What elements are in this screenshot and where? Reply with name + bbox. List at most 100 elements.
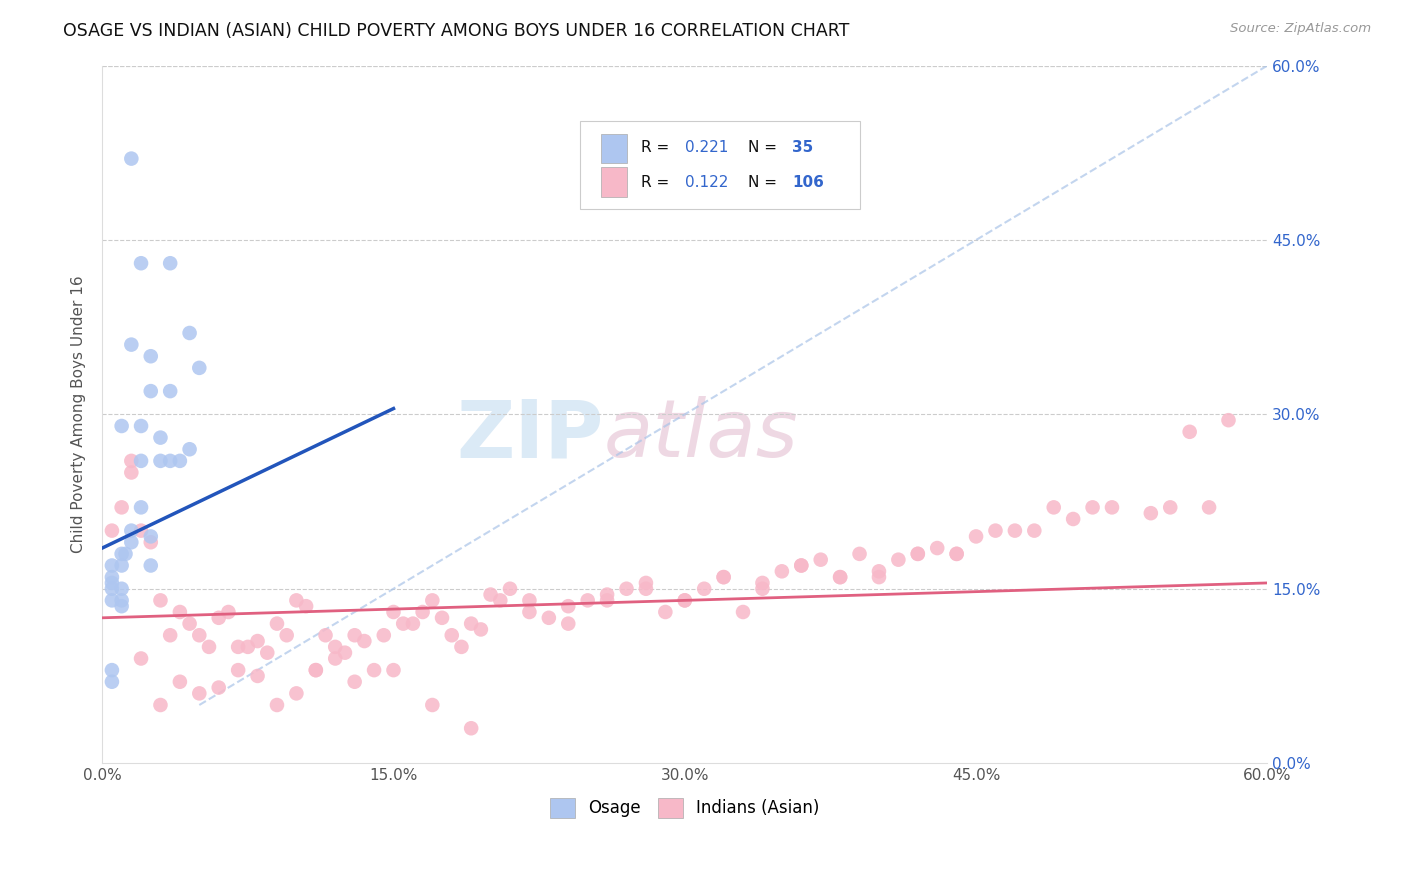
Text: 106: 106 bbox=[792, 175, 824, 190]
Point bbox=[945, 547, 967, 561]
Point bbox=[101, 593, 124, 607]
Point bbox=[111, 500, 134, 515]
Text: Source: ZipAtlas.com: Source: ZipAtlas.com bbox=[1230, 22, 1371, 36]
Point bbox=[830, 570, 852, 584]
Bar bbox=[600, 168, 627, 197]
Point bbox=[226, 663, 249, 677]
Point bbox=[169, 605, 191, 619]
Point bbox=[111, 582, 134, 596]
Bar bbox=[600, 134, 627, 163]
Point bbox=[430, 611, 453, 625]
Point bbox=[1004, 524, 1026, 538]
Point bbox=[323, 640, 346, 654]
Point bbox=[848, 547, 870, 561]
Point bbox=[713, 570, 735, 584]
Point bbox=[188, 686, 211, 700]
Point bbox=[101, 674, 124, 689]
Point bbox=[149, 593, 172, 607]
Point bbox=[420, 698, 443, 712]
Point bbox=[810, 552, 832, 566]
Point bbox=[129, 454, 152, 468]
Text: 0.221: 0.221 bbox=[685, 140, 728, 155]
Point bbox=[333, 646, 356, 660]
Point bbox=[188, 628, 211, 642]
Point bbox=[120, 454, 142, 468]
Point bbox=[1042, 500, 1064, 515]
Point bbox=[654, 605, 676, 619]
Point bbox=[169, 454, 191, 468]
Point bbox=[673, 593, 696, 607]
Point bbox=[373, 628, 395, 642]
Point bbox=[751, 576, 773, 591]
Point bbox=[139, 529, 162, 543]
Point bbox=[305, 663, 328, 677]
Point bbox=[470, 623, 492, 637]
Point bbox=[868, 570, 890, 584]
Point bbox=[887, 552, 910, 566]
Point bbox=[693, 582, 716, 596]
Point bbox=[198, 640, 221, 654]
Point bbox=[101, 524, 124, 538]
Point bbox=[363, 663, 385, 677]
Point bbox=[111, 593, 134, 607]
Point bbox=[1024, 524, 1046, 538]
Point bbox=[179, 616, 201, 631]
Point bbox=[129, 524, 152, 538]
Point bbox=[1062, 512, 1084, 526]
Point bbox=[751, 582, 773, 596]
Point bbox=[402, 616, 425, 631]
Point bbox=[868, 564, 890, 578]
Point bbox=[634, 576, 657, 591]
Point bbox=[111, 599, 134, 614]
Point bbox=[576, 593, 599, 607]
Point bbox=[101, 576, 124, 591]
Point bbox=[179, 442, 201, 457]
Point bbox=[120, 466, 142, 480]
Point bbox=[149, 454, 172, 468]
Point bbox=[101, 663, 124, 677]
Point bbox=[489, 593, 512, 607]
Point bbox=[159, 628, 181, 642]
Point bbox=[111, 558, 134, 573]
Point bbox=[159, 384, 181, 398]
Point bbox=[790, 558, 813, 573]
Point bbox=[159, 256, 181, 270]
Point bbox=[1159, 500, 1181, 515]
Point bbox=[392, 616, 415, 631]
Point bbox=[965, 529, 987, 543]
Point bbox=[596, 593, 619, 607]
Legend: Osage, Indians (Asian): Osage, Indians (Asian) bbox=[544, 791, 827, 824]
Point bbox=[139, 384, 162, 398]
Point bbox=[217, 605, 239, 619]
Point bbox=[537, 611, 560, 625]
Point bbox=[159, 454, 181, 468]
Point bbox=[460, 721, 482, 735]
Point bbox=[1140, 506, 1163, 520]
Point bbox=[114, 547, 136, 561]
Point bbox=[907, 547, 929, 561]
Point bbox=[713, 570, 735, 584]
Point bbox=[188, 360, 211, 375]
Point bbox=[120, 535, 142, 549]
Text: 35: 35 bbox=[792, 140, 813, 155]
Point bbox=[343, 628, 366, 642]
Point bbox=[1178, 425, 1201, 439]
Point bbox=[285, 593, 308, 607]
Point bbox=[790, 558, 813, 573]
Point bbox=[129, 256, 152, 270]
Point bbox=[208, 681, 231, 695]
Point bbox=[139, 558, 162, 573]
Point bbox=[179, 326, 201, 340]
Point bbox=[120, 337, 142, 351]
Point bbox=[557, 599, 579, 614]
Point bbox=[382, 663, 405, 677]
Point bbox=[945, 547, 967, 561]
Text: atlas: atlas bbox=[603, 396, 799, 475]
Point bbox=[634, 582, 657, 596]
Point bbox=[927, 541, 949, 555]
Point bbox=[169, 674, 191, 689]
Point bbox=[382, 605, 405, 619]
Point bbox=[139, 535, 162, 549]
Point bbox=[557, 616, 579, 631]
Point bbox=[305, 663, 328, 677]
